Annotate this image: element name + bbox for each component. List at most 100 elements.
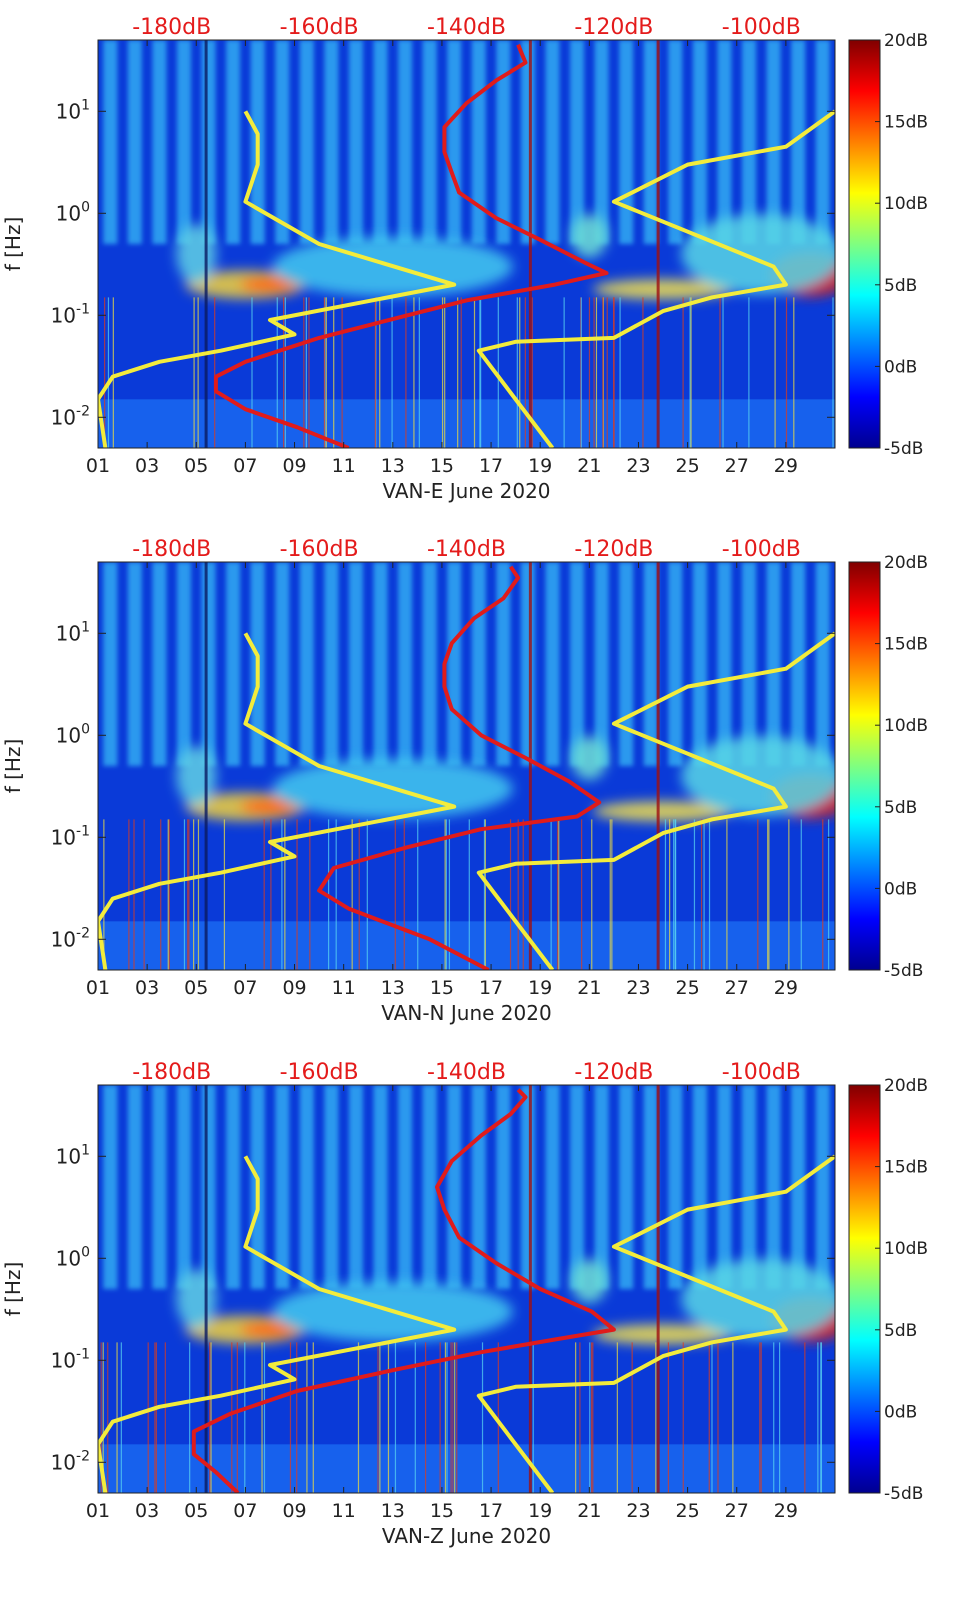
daily-stripe <box>717 40 732 244</box>
x-tick-label: 17 <box>479 1500 503 1522</box>
daily-stripe <box>496 1085 511 1289</box>
daily-stripe <box>447 1085 462 1289</box>
daily-stripe <box>226 562 241 766</box>
colorbar-tick-label: 20dB <box>884 31 928 51</box>
psd-noise-curve <box>191 1088 616 1493</box>
microseism-blob <box>571 735 608 780</box>
daily-stripe <box>520 1085 535 1289</box>
daily-stripe <box>742 562 757 766</box>
daily-stripe <box>619 562 634 766</box>
daily-stripe <box>127 40 142 244</box>
x-axis: 01 03 05 07 09 11 13 15 17 19 21 23 25 27 29 <box>86 562 798 999</box>
daily-stripe <box>324 1085 339 1289</box>
daily-stripe <box>594 1085 609 1289</box>
daily-stripe <box>742 1085 757 1289</box>
microseism-blob <box>176 223 217 284</box>
daily-stripe <box>103 1085 118 1289</box>
daily-stripe <box>299 562 314 766</box>
microseism-blob <box>571 213 608 258</box>
microseism-blob <box>239 276 300 293</box>
x-tick-label: 27 <box>725 455 749 477</box>
daily-stripe <box>791 562 806 766</box>
daily-stripe <box>201 562 216 766</box>
daily-stripe <box>447 40 462 244</box>
microseism-blob <box>593 279 734 300</box>
reference-model-curve-2 <box>476 1154 835 1493</box>
low-frequency-band <box>98 399 835 448</box>
daily-stripe <box>348 1085 363 1289</box>
daily-stripe <box>545 562 560 766</box>
y-tick-label: 101 <box>56 619 90 645</box>
x-tick-label: 05 <box>184 455 208 477</box>
x-tick-label: 11 <box>332 455 356 477</box>
top-axis-label: -120dB <box>574 1060 653 1085</box>
daily-stripes <box>103 562 830 766</box>
daily-stripe <box>422 562 437 766</box>
x-tick-label: 19 <box>528 977 552 999</box>
colorbar-tick-label: 10dB <box>884 716 928 736</box>
x-tick-label: 07 <box>233 1500 257 1522</box>
daily-stripe <box>299 40 314 244</box>
plot-frame <box>97 561 836 971</box>
x-tick-label: 23 <box>626 977 650 999</box>
daily-stripe <box>127 562 142 766</box>
plot-frame <box>97 39 836 449</box>
daily-stripe <box>766 40 781 244</box>
daily-stripe <box>471 1085 486 1289</box>
colorbar-axis: -5dB 0dB 5dB 10dB 15dB 20dB <box>875 553 928 981</box>
microseism-blob <box>239 1321 300 1338</box>
x-tick-label: 01 <box>86 977 110 999</box>
daily-stripe <box>373 562 388 766</box>
microseism-blob <box>176 1268 217 1329</box>
x-tick-label: 03 <box>135 977 159 999</box>
colorbar-tick-label: 0dB <box>884 879 917 899</box>
microseism-blob <box>571 1258 608 1303</box>
x-tick-label: 03 <box>135 1500 159 1522</box>
y-axis: 10-2 10-1 100 101 <box>51 1142 835 1474</box>
daily-stripe <box>570 562 585 766</box>
daily-stripe <box>742 40 757 244</box>
daily-stripe <box>496 40 511 244</box>
daily-stripe <box>398 1085 413 1289</box>
daily-stripe <box>619 1085 634 1289</box>
daily-stripe <box>226 40 241 244</box>
x-axis: 01 03 05 07 09 11 13 15 17 19 21 23 25 27 29 <box>86 1085 798 1522</box>
x-tick-label: 25 <box>676 1500 700 1522</box>
daily-stripe <box>815 40 830 244</box>
y-axis: 10-2 10-1 100 101 <box>51 619 835 951</box>
reference-model-curve-1 <box>98 1155 457 1493</box>
microseism-blob <box>681 1258 835 1339</box>
daily-stripe <box>471 40 486 244</box>
daily-stripe <box>299 1085 314 1289</box>
x-tick-label: 11 <box>332 1500 356 1522</box>
top-db-axis: -180dB -160dB -140dB -120dB -100dB <box>132 15 801 40</box>
daily-stripe <box>324 40 339 244</box>
colorbar-tick-label: 15dB <box>884 1158 928 1178</box>
panel-van-e: 01 03 05 07 09 11 13 15 17 19 21 23 25 27 29 VAN-E June… <box>1 15 928 503</box>
x-tick-label: 05 <box>184 977 208 999</box>
daily-stripe <box>275 562 290 766</box>
y-axis-label: f [Hz] <box>1 739 25 794</box>
reference-model-curve-2 <box>476 109 835 448</box>
x-tick-label: 23 <box>626 1500 650 1522</box>
low-frequency-band <box>98 921 835 970</box>
daily-stripe <box>570 1085 585 1289</box>
top-axis-label: -140dB <box>427 537 506 562</box>
transient-lines <box>103 40 834 448</box>
x-tick-label: 25 <box>676 977 700 999</box>
daily-stripe <box>127 1085 142 1289</box>
colorbar-tick-label: 5dB <box>884 276 917 296</box>
daily-stripe <box>226 1085 241 1289</box>
daily-stripe <box>692 40 707 244</box>
daily-stripe <box>717 562 732 766</box>
x-tick-label: 07 <box>233 455 257 477</box>
colorbar <box>848 1084 881 1494</box>
daily-stripe <box>152 562 167 766</box>
daily-stripe <box>692 562 707 766</box>
x-tick-label: 01 <box>86 1500 110 1522</box>
x-tick-label: 13 <box>381 1500 405 1522</box>
x-tick-label: 17 <box>479 977 503 999</box>
x-tick-label: 15 <box>430 455 454 477</box>
x-tick-label: 19 <box>528 455 552 477</box>
top-axis-label: -160dB <box>280 537 359 562</box>
